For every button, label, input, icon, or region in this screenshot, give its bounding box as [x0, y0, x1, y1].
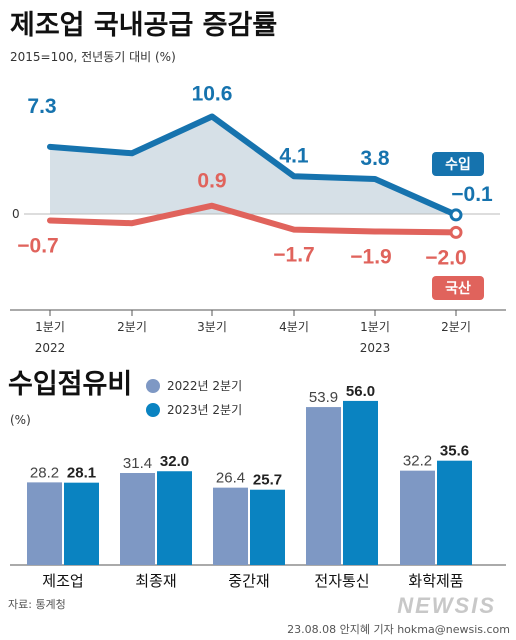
bar: [64, 482, 99, 565]
x-tick-label: 1분기: [360, 320, 390, 334]
bar: [120, 472, 155, 565]
bar-value-label: 28.1: [67, 465, 96, 482]
x-year-label: 2023: [360, 341, 391, 355]
category-label: 전자통신: [314, 572, 369, 590]
legend-label: 2022년 2분기: [167, 379, 242, 393]
bar-value-label: 25.7: [253, 472, 282, 489]
legend-label: 2023년 2분기: [167, 403, 242, 417]
bar: [343, 400, 378, 565]
bar: [213, 487, 248, 565]
import-value-label: 7.3: [27, 95, 56, 118]
import-value-label: −0.1: [451, 183, 493, 206]
import-area-fill: [50, 116, 456, 215]
bar: [306, 407, 341, 565]
bar-value-label: 31.4: [123, 455, 152, 472]
zero-label: 0: [12, 207, 20, 221]
bar-value-label: 35.6: [440, 443, 469, 460]
bar-value-label: 26.4: [216, 470, 245, 487]
bar-chart: 2022년 2분기 2023년 2분기 28.2 28.1 제조업 31.4 32.0 최종재…: [10, 379, 506, 590]
bar-value-label: 56.0: [346, 383, 375, 400]
domestic-value-label: −0.7: [17, 234, 58, 257]
x-tick-label: 2분기: [441, 320, 471, 334]
bar-value-label: 32.2: [403, 453, 432, 470]
bar: [27, 482, 62, 565]
x-year-label: 2022: [35, 341, 66, 355]
x-tick-label: 2분기: [117, 320, 147, 334]
domestic-value-label: −2.0: [425, 246, 466, 269]
import-end-marker: [449, 208, 463, 222]
import-value-label: 4.1: [279, 144, 309, 167]
bar-value-label: 28.2: [30, 464, 59, 481]
import-legend-badge-label: 수입: [445, 157, 471, 173]
domestic-series-line: [47, 202, 459, 236]
page-title: 제조업 국내공급 증감률: [10, 10, 277, 41]
category-label: 화학제품: [408, 572, 463, 590]
source-note: 자료: 통계청: [8, 598, 66, 611]
bar-chart-unit: (%): [10, 413, 31, 427]
bar: [400, 470, 435, 565]
x-tick-label: 3분기: [197, 320, 227, 334]
category-label: 최종재: [135, 572, 176, 590]
x-tick-label: 4분기: [279, 320, 309, 334]
domestic-value-label: −1.9: [350, 245, 391, 268]
category-label: 제조업: [42, 572, 83, 590]
bar: [437, 460, 472, 565]
import-value-label: 3.8: [360, 147, 390, 170]
credit-line: 23.08.08 안지혜 기자 hokma@newsis.com: [287, 623, 510, 636]
import-series-line: [47, 113, 459, 218]
bar-chart-title: 수입점유비: [8, 369, 132, 400]
x-tick-label: 1분기: [35, 320, 65, 334]
import-value-label: 10.6: [192, 82, 233, 105]
import-legend-badge: [432, 152, 484, 176]
newsis-logo: NEWSIS: [397, 593, 496, 618]
domestic-value-label: 0.9: [197, 170, 226, 193]
domestic-legend-badge-label: 국산: [445, 280, 471, 297]
category-label: 중간재: [228, 572, 269, 590]
legend-swatch: [146, 403, 160, 417]
domestic-value-label: −1.7: [273, 244, 314, 267]
line-chart: 0 7.3 10.6 4.1 3.8 −0.1 −0.7 0.9 −1.7 −1.9 −2.0 수입국…: [10, 82, 506, 355]
bar: [250, 489, 285, 565]
bar: [157, 471, 192, 565]
domestic-legend-badge: [432, 276, 484, 300]
legend-swatch: [146, 379, 160, 393]
domestic-end-marker: [449, 225, 463, 239]
bar-value-label: 32.0: [160, 453, 189, 470]
bar-value-label: 53.9: [309, 389, 338, 406]
page-subtitle: 2015=100, 전년동기 대비 (%): [10, 50, 176, 64]
